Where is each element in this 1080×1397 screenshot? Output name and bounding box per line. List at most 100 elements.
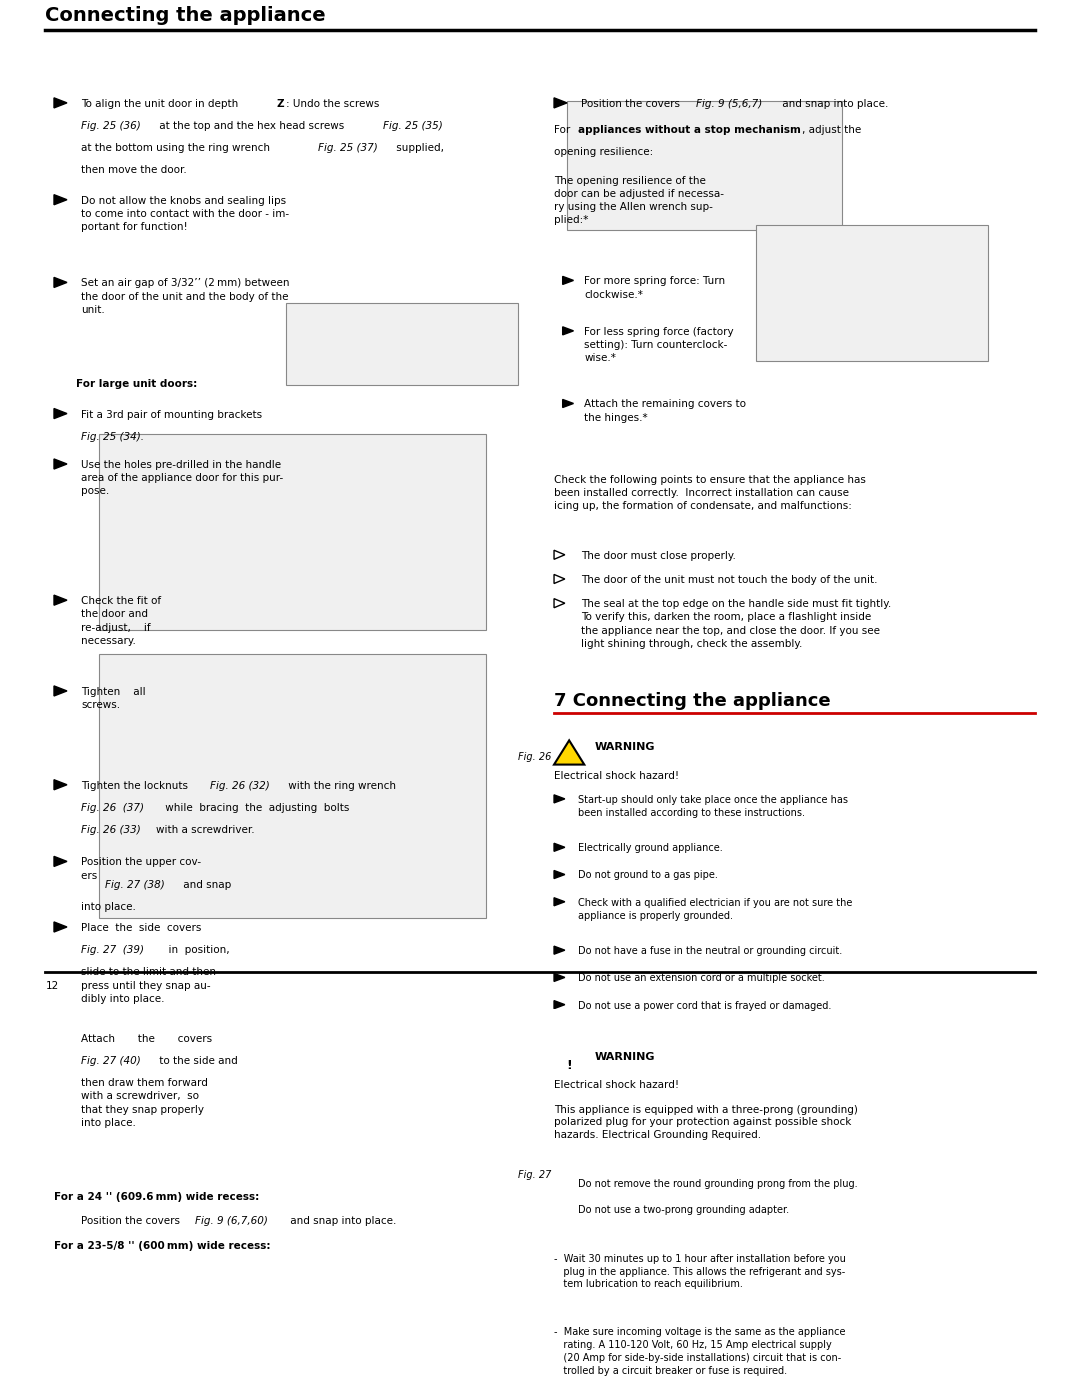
- Text: at the bottom using the ring wrench: at the bottom using the ring wrench: [81, 144, 273, 154]
- Polygon shape: [563, 327, 573, 335]
- Text: Do not remove the round grounding prong from the plug.: Do not remove the round grounding prong …: [578, 1179, 858, 1189]
- Text: Fig. 9 (6,7,60): Fig. 9 (6,7,60): [195, 1217, 268, 1227]
- Text: Set an air gap of 3/32’’ (2 mm) between
the door of the unit and the body of the: Set an air gap of 3/32’’ (2 mm) between …: [81, 278, 289, 314]
- Text: 7 Connecting the appliance: 7 Connecting the appliance: [554, 692, 831, 710]
- Text: then move the door.: then move the door.: [81, 165, 187, 176]
- Polygon shape: [554, 98, 567, 108]
- Text: To align the unit door in depth: To align the unit door in depth: [81, 99, 242, 109]
- Text: !: !: [566, 749, 572, 761]
- Polygon shape: [554, 870, 565, 879]
- Text: Fig. 26  (37): Fig. 26 (37): [81, 803, 144, 813]
- Polygon shape: [54, 686, 67, 696]
- Polygon shape: [554, 974, 565, 982]
- Text: Fig. 26: Fig. 26: [518, 753, 552, 763]
- Text: Electrical shock hazard!: Electrical shock hazard!: [554, 771, 679, 781]
- Text: Attach the remaining covers to
the hinges.*: Attach the remaining covers to the hinge…: [584, 400, 746, 423]
- Polygon shape: [554, 946, 565, 954]
- Text: For large unit doors:: For large unit doors:: [76, 379, 197, 390]
- Text: Check the fit of
the door and
re-adjust,    if
necessary.: Check the fit of the door and re-adjust,…: [81, 597, 161, 645]
- Polygon shape: [54, 1215, 67, 1225]
- Text: with a screwdriver.: with a screwdriver.: [156, 826, 254, 835]
- Text: Fig. 27 (40): Fig. 27 (40): [81, 1056, 140, 1066]
- Polygon shape: [54, 922, 67, 932]
- Text: WARNING: WARNING: [595, 742, 656, 753]
- Text: Do not have a fuse in the neutral or grounding circuit.: Do not have a fuse in the neutral or gro…: [578, 946, 842, 956]
- Polygon shape: [554, 1206, 565, 1214]
- Polygon shape: [554, 844, 565, 851]
- Polygon shape: [54, 408, 67, 419]
- Text: WARNING: WARNING: [595, 1052, 656, 1062]
- Polygon shape: [54, 460, 67, 469]
- Text: Position the covers: Position the covers: [81, 1217, 184, 1227]
- Text: For less spring force (factory
setting): Turn counterclock-
wise.*: For less spring force (factory setting):…: [584, 327, 734, 363]
- FancyBboxPatch shape: [756, 225, 988, 360]
- Text: Do not use a power cord that is frayed or damaged.: Do not use a power cord that is frayed o…: [578, 1000, 832, 1010]
- Text: Tighten    all
screws.: Tighten all screws.: [81, 687, 146, 710]
- Polygon shape: [54, 1032, 67, 1044]
- Text: Fig. 27  (39): Fig. 27 (39): [81, 946, 144, 956]
- Text: Connecting the appliance: Connecting the appliance: [45, 6, 326, 25]
- Text: Electrically ground appliance.: Electrically ground appliance.: [578, 844, 723, 854]
- Text: to the side and: to the side and: [156, 1056, 238, 1066]
- Text: with the ring wrench: with the ring wrench: [285, 781, 396, 791]
- Text: Fig. 9 (5,6,7): Fig. 9 (5,6,7): [696, 99, 761, 109]
- Polygon shape: [54, 780, 67, 789]
- Text: in  position,: in position,: [162, 946, 230, 956]
- Text: at the top and the hex head screws: at the top and the hex head screws: [156, 122, 347, 131]
- Text: Use the holes pre-drilled in the handle
area of the appliance door for this pur-: Use the holes pre-drilled in the handle …: [81, 460, 283, 496]
- Text: Check with a qualified electrician if you are not sure the
appliance is properly: Check with a qualified electrician if yo…: [578, 898, 852, 921]
- Text: -  Make sure incoming voltage is the same as the appliance
   rating. A 110-120 : - Make sure incoming voltage is the same…: [554, 1327, 846, 1376]
- Text: Fig. 26 (32): Fig. 26 (32): [210, 781, 269, 791]
- Text: Position the covers: Position the covers: [581, 99, 684, 109]
- Text: appliances without a stop mechanism: appliances without a stop mechanism: [578, 126, 800, 136]
- Text: Do not ground to a gas pipe.: Do not ground to a gas pipe.: [578, 870, 718, 880]
- Text: The seal at the top edge on the handle side must fit tightly.
To verify this, da: The seal at the top edge on the handle s…: [581, 599, 891, 648]
- Text: The door must close properly.: The door must close properly.: [581, 550, 735, 560]
- Polygon shape: [554, 1051, 584, 1074]
- Polygon shape: [554, 898, 565, 905]
- Text: The opening resilience of the
door can be adjusted if necessa-
ry using the Alle: The opening resilience of the door can b…: [554, 176, 724, 225]
- FancyBboxPatch shape: [286, 303, 518, 386]
- Text: Do not use an extension cord or a multiple socket.: Do not use an extension cord or a multip…: [578, 974, 824, 983]
- Text: Do not use a two-prong grounding adapter.: Do not use a two-prong grounding adapter…: [578, 1206, 788, 1215]
- Text: and snap: and snap: [180, 880, 231, 890]
- Polygon shape: [54, 98, 67, 108]
- Text: Check the following points to ensure that the appliance has
been installed corre: Check the following points to ensure tha…: [554, 475, 866, 511]
- FancyBboxPatch shape: [567, 101, 842, 231]
- Text: -  Wait 30 minutes up to 1 hour after installation before you
   plug in the app: - Wait 30 minutes up to 1 hour after ins…: [554, 1253, 846, 1289]
- Polygon shape: [563, 277, 573, 285]
- Text: Fig. 25 (34).: Fig. 25 (34).: [81, 432, 144, 441]
- Polygon shape: [54, 595, 67, 605]
- FancyBboxPatch shape: [99, 433, 486, 630]
- Text: and snap into place.: and snap into place.: [287, 1217, 396, 1227]
- Polygon shape: [554, 1000, 565, 1009]
- FancyBboxPatch shape: [99, 654, 486, 918]
- Text: Position the upper cov-
ers: Position the upper cov- ers: [81, 858, 201, 880]
- Text: then draw them forward
with a screwdriver,  so
that they snap properly
into plac: then draw them forward with a screwdrive…: [81, 1078, 207, 1127]
- Text: Z: Z: [276, 99, 284, 109]
- Text: slide to the limit and then
press until they snap au-
dibly into place.: slide to the limit and then press until …: [81, 967, 216, 1003]
- Text: Fig. 27 (38): Fig. 27 (38): [105, 880, 164, 890]
- Text: Electrical shock hazard!: Electrical shock hazard!: [554, 1080, 679, 1090]
- Text: into place.: into place.: [81, 901, 136, 912]
- Text: Place  the  side  covers: Place the side covers: [81, 923, 201, 933]
- Polygon shape: [54, 856, 67, 866]
- Text: For a 23-5/8 '' (600 mm) wide recess:: For a 23-5/8 '' (600 mm) wide recess:: [54, 1241, 270, 1250]
- Text: and snap into place.: and snap into place.: [779, 99, 888, 109]
- Text: Tighten the locknuts: Tighten the locknuts: [81, 781, 191, 791]
- Text: Start-up should only take place once the appliance has
been installed according : Start-up should only take place once the…: [578, 795, 848, 817]
- Polygon shape: [563, 400, 573, 408]
- Text: Fit a 3rd pair of mounting brackets: Fit a 3rd pair of mounting brackets: [81, 409, 262, 419]
- Text: For: For: [554, 126, 573, 136]
- Text: Fig. 25 (36): Fig. 25 (36): [81, 122, 140, 131]
- Text: opening resilience:: opening resilience:: [554, 147, 653, 158]
- Text: supplied,: supplied,: [393, 144, 444, 154]
- Text: Fig. 25 (37): Fig. 25 (37): [318, 144, 377, 154]
- Polygon shape: [554, 740, 584, 764]
- Text: Attach       the       covers: Attach the covers: [81, 1034, 212, 1044]
- Polygon shape: [54, 194, 67, 205]
- Text: Fig. 27: Fig. 27: [518, 1171, 552, 1180]
- Text: while  bracing  the  adjusting  bolts: while bracing the adjusting bolts: [162, 803, 349, 813]
- Text: Fig. 25 (35): Fig. 25 (35): [383, 122, 443, 131]
- Polygon shape: [554, 1179, 565, 1187]
